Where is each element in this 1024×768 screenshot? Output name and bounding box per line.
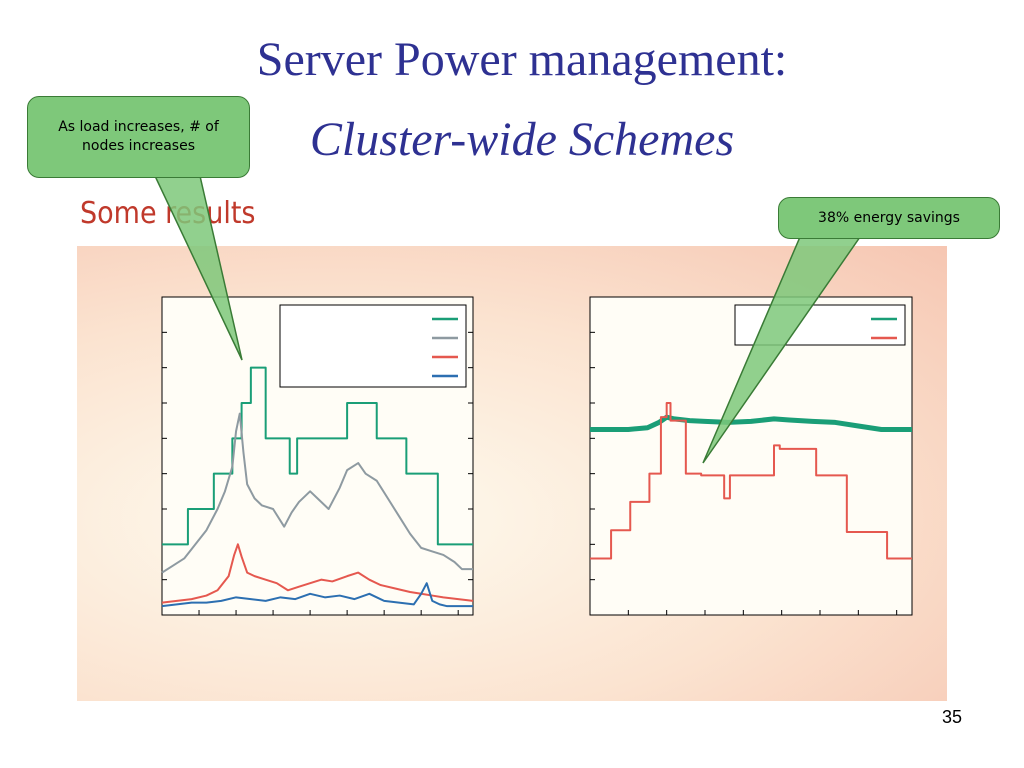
callout-energy: 38% energy savings: [778, 197, 1000, 239]
plot-area-1: [589, 296, 913, 616]
slide-title: Server Power management:: [256, 33, 788, 86]
series-line-number-of-nodes: [162, 366, 473, 546]
callout-nodes-text: As load increases, # of nodes increases: [58, 119, 219, 154]
series-line-net-load: [161, 412, 473, 574]
callout-energy-text: 38% energy savings: [818, 209, 960, 226]
page-number: 35: [941, 707, 962, 727]
series-line-static-configuration: [590, 414, 912, 432]
callout-nodes: As load increases, # of nodes increases: [27, 96, 250, 178]
series-line-dynamic-configuration: [590, 402, 912, 560]
legend-box: [279, 304, 467, 388]
slide-title-italic: Cluster-wide Schemes: [309, 113, 735, 166]
series-line-disk-load: [161, 582, 473, 608]
series-line-cpu-load: [161, 543, 474, 604]
